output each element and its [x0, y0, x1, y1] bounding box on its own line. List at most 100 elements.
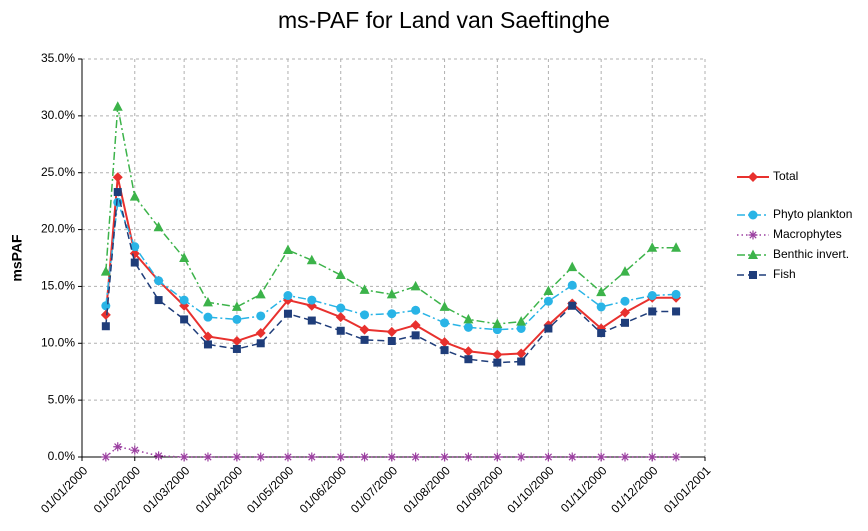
marker — [180, 315, 189, 324]
marker — [283, 309, 292, 318]
marker — [620, 318, 629, 327]
legend-marker — [748, 230, 758, 240]
legend-marker — [749, 271, 757, 279]
marker — [492, 349, 503, 360]
marker — [620, 452, 630, 462]
marker — [492, 318, 503, 328]
y-tick-label: 15.0% — [41, 279, 75, 293]
marker — [516, 348, 527, 359]
x-tick-label: 01/09/2000 — [453, 463, 506, 516]
marker — [567, 452, 577, 462]
marker — [100, 266, 111, 276]
marker — [307, 452, 317, 462]
y-tick-label: 5.0% — [48, 392, 76, 406]
marker — [112, 101, 123, 111]
legend-marker — [748, 172, 758, 182]
marker — [360, 310, 370, 320]
marker — [282, 244, 293, 255]
marker — [203, 340, 212, 349]
marker — [410, 280, 421, 291]
marker — [256, 452, 266, 462]
marker — [543, 452, 553, 462]
marker — [567, 280, 577, 290]
marker — [492, 452, 502, 462]
marker — [336, 326, 345, 335]
marker — [154, 451, 164, 461]
marker — [179, 452, 189, 462]
marker — [130, 258, 139, 267]
y-axis-label: msPAF — [9, 234, 25, 282]
marker — [647, 242, 658, 252]
marker — [231, 336, 242, 347]
x-tick-label: 01/06/2000 — [297, 463, 350, 516]
marker — [130, 445, 140, 455]
marker — [203, 312, 213, 322]
legend-label: Total — [773, 169, 798, 183]
marker — [360, 452, 370, 462]
marker — [232, 452, 242, 462]
series-line — [105, 106, 677, 325]
marker — [360, 335, 369, 344]
marker — [202, 296, 213, 307]
marker — [596, 302, 606, 312]
marker — [596, 286, 607, 297]
marker — [517, 357, 526, 366]
marker — [100, 309, 111, 320]
marker — [335, 269, 346, 280]
marker — [129, 191, 140, 201]
marker — [464, 355, 473, 364]
marker — [411, 305, 421, 315]
marker — [672, 307, 681, 316]
marker — [671, 452, 681, 462]
x-tick-label: 01/04/2000 — [193, 463, 246, 516]
marker — [440, 452, 450, 462]
marker — [543, 296, 553, 306]
marker — [387, 452, 397, 462]
marker — [154, 276, 164, 286]
y-tick-label: 30.0% — [41, 108, 75, 122]
marker — [647, 452, 657, 462]
marker — [101, 322, 110, 331]
marker — [671, 289, 681, 299]
marker — [411, 331, 420, 340]
marker — [463, 313, 474, 324]
marker — [256, 339, 265, 348]
marker — [440, 318, 450, 328]
marker — [410, 320, 421, 331]
marker — [283, 452, 293, 462]
x-tick-label: 01/12/2000 — [608, 463, 661, 516]
legend-label: Macrophytes — [773, 227, 842, 241]
marker — [516, 324, 526, 334]
marker — [113, 442, 123, 452]
y-tick-label: 20.0% — [41, 222, 75, 236]
x-tick-label: 01/11/2000 — [558, 463, 610, 515]
series-line — [105, 191, 677, 364]
marker — [202, 331, 213, 342]
marker — [232, 314, 242, 324]
marker — [463, 322, 473, 332]
marker — [620, 296, 630, 306]
x-tick-label: 01/02/2000 — [91, 463, 144, 516]
marker — [568, 301, 577, 310]
y-tick-label: 10.0% — [41, 335, 75, 349]
marker — [232, 344, 241, 353]
marker — [387, 309, 397, 319]
x-tick-label: 01/08/2000 — [401, 463, 454, 516]
x-tick-label: 01/05/2000 — [244, 463, 297, 516]
marker — [113, 188, 122, 197]
marker — [101, 452, 111, 462]
marker — [440, 346, 449, 355]
marker — [439, 301, 450, 311]
marker — [307, 295, 317, 305]
marker — [231, 301, 242, 311]
marker — [255, 288, 266, 299]
marker — [543, 285, 554, 295]
marker — [256, 311, 266, 321]
marker — [463, 346, 474, 357]
marker — [387, 337, 396, 346]
chart-title: ms-PAF for Land van Saeftinghe — [278, 7, 610, 33]
marker — [544, 324, 553, 333]
marker — [386, 288, 397, 299]
marker — [567, 261, 578, 272]
